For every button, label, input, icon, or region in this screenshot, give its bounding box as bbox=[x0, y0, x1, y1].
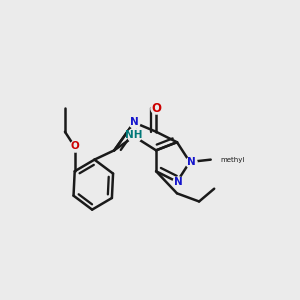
Text: N: N bbox=[187, 157, 195, 167]
Text: N: N bbox=[130, 117, 138, 128]
Text: N: N bbox=[174, 177, 182, 187]
Text: O: O bbox=[70, 141, 79, 151]
Text: NH: NH bbox=[125, 130, 143, 140]
Text: methyl: methyl bbox=[220, 157, 244, 163]
Text: O: O bbox=[151, 102, 161, 115]
